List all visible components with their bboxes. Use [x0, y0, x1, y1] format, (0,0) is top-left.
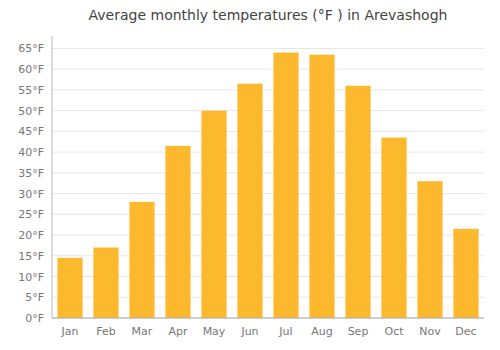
x-axis: Jan Feb Mar Apr May Jun Jul Aug Sep Oct Nov Dec: [52, 318, 484, 338]
bar: [165, 146, 190, 318]
x-tick-label: Aug: [311, 325, 332, 338]
grid-line: [52, 152, 484, 153]
y-tick-label: 15°F: [18, 250, 44, 263]
y-tick-label: 20°F: [18, 229, 44, 242]
y-tick-label: 60°F: [18, 63, 44, 76]
bar: [237, 84, 262, 318]
grid-line: [52, 172, 484, 173]
grid-line: [52, 69, 484, 70]
y-tick-label: 5°F: [25, 291, 44, 304]
x-tick-label: Feb: [96, 325, 115, 338]
bars: [57, 53, 478, 318]
grid-line: [52, 48, 484, 49]
y-tick-label: 50°F: [18, 105, 44, 118]
y-tick-label: 30°F: [18, 188, 44, 201]
bar: [93, 248, 118, 319]
grid-line: [52, 318, 484, 319]
bar: [345, 86, 370, 318]
bar: [309, 55, 334, 318]
grid-line: [52, 131, 484, 132]
grid-line: [52, 89, 484, 90]
y-grid: [52, 48, 484, 318]
chart-title: Average monthly temperatures (°F ) in Ar…: [89, 7, 448, 23]
chart-svg: Average monthly temperatures (°F ) in Ar…: [0, 0, 500, 350]
bar: [417, 181, 442, 318]
y-tick-label: 0°F: [25, 312, 44, 325]
x-tick-label: Sep: [348, 325, 369, 338]
x-tick-label: Dec: [455, 325, 476, 338]
x-tick-label: Nov: [419, 325, 441, 338]
bar: [381, 138, 406, 318]
bar: [57, 258, 82, 318]
x-tick-label: Jul: [278, 325, 292, 338]
x-tick-label: Jan: [61, 325, 79, 338]
y-tick-label: 45°F: [18, 125, 44, 138]
bar: [273, 53, 298, 318]
y-tick-label: 10°F: [18, 271, 44, 284]
y-tick-label: 55°F: [18, 84, 44, 97]
y-tick-label: 40°F: [18, 146, 44, 159]
y-axis: 0°F 5°F 10°F 15°F 20°F 25°F 30°F 35°F 40°F 45°F 50…: [18, 36, 52, 325]
x-tick-label: May: [203, 325, 226, 338]
bar: [129, 202, 154, 318]
chart-container: Average monthly temperatures (°F ) in Ar…: [0, 0, 500, 350]
y-axis-line: [52, 36, 53, 318]
y-tick-label: 35°F: [18, 167, 44, 180]
bar: [453, 229, 478, 318]
y-tick-label: 65°F: [18, 42, 44, 55]
grid-line: [52, 110, 484, 111]
bar: [201, 111, 226, 318]
y-tick-label: 25°F: [18, 208, 44, 221]
x-tick-label: Jun: [240, 325, 258, 338]
x-tick-label: Oct: [384, 325, 404, 338]
x-axis-line: [52, 318, 484, 319]
x-tick-label: Mar: [132, 325, 153, 338]
x-tick-label: Apr: [168, 325, 188, 338]
